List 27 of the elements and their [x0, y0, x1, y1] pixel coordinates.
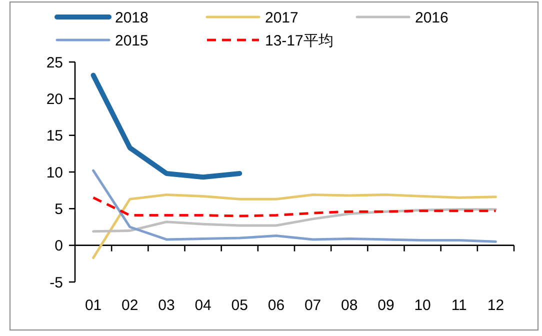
legend-label: 2015 [115, 32, 148, 50]
x-tick-label: 10 [414, 297, 431, 314]
line-series [92, 196, 497, 218]
x-tick-label: 06 [268, 297, 285, 314]
y-tick-label: 15 [46, 128, 63, 145]
y-tick-label: 25 [46, 54, 63, 72]
x-tick-label: 04 [194, 297, 212, 314]
y-tick-label: 10 [46, 164, 63, 182]
y-tick-label: 5 [54, 200, 63, 218]
x-tick-label: 11 [451, 297, 467, 314]
x-tick-label: 08 [341, 297, 358, 314]
y-tick-label: -5 [50, 274, 63, 292]
legend-label: 2017 [265, 9, 298, 26]
y-tick-label: 0 [54, 238, 63, 255]
line-series [92, 169, 497, 243]
legend-label: 2018 [115, 9, 148, 26]
x-tick-label: 12 [487, 297, 504, 314]
line-series [92, 193, 497, 260]
x-tick-label: 05 [231, 297, 248, 314]
x-tick-label: 03 [158, 297, 175, 314]
x-tick-label: 09 [378, 297, 394, 314]
y-tick-label: 20 [46, 90, 63, 108]
x-tick-label: 07 [304, 297, 322, 314]
x-tick-label: 01 [84, 297, 102, 314]
legend-label: 2016 [415, 9, 448, 26]
x-tick-label: 02 [122, 297, 138, 314]
legend-label: 13-17平均 [265, 32, 334, 50]
